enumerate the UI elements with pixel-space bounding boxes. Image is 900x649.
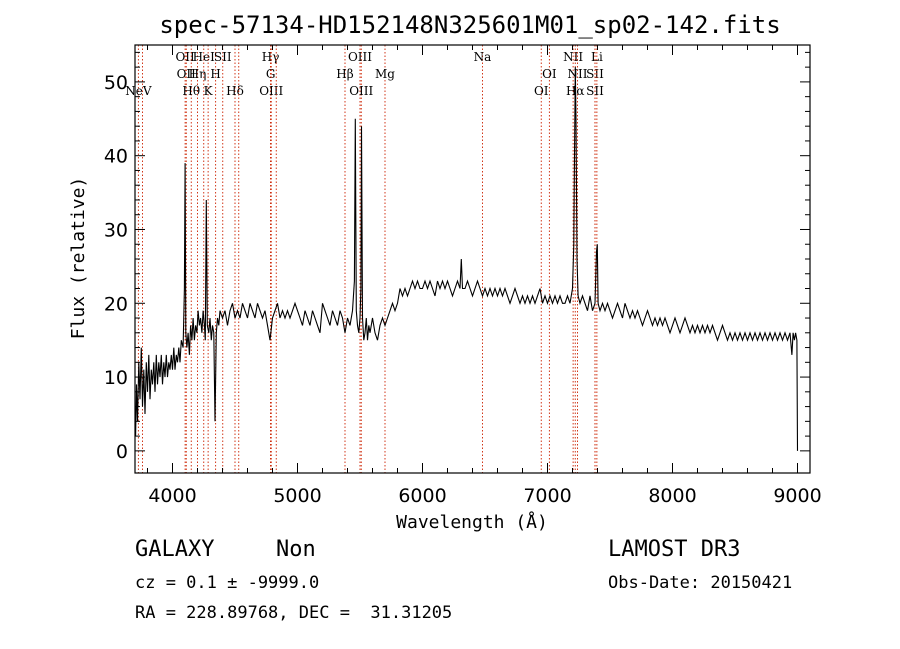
line-marker-label: NII — [563, 50, 583, 64]
x-tick-label: 5000 — [273, 485, 321, 507]
y-tick-label: 0 — [116, 441, 128, 463]
line-marker-label: Hβ — [336, 67, 353, 81]
axes: 4000 5000 6000 7000 8000 9000 0 10 20 30 40 50 — [104, 45, 822, 507]
y-tick-label: 50 — [104, 72, 128, 94]
survey-label: LAMOST DR3 — [608, 537, 741, 562]
line-marker-label: OIII — [348, 50, 372, 64]
x-tick-label: 8000 — [648, 485, 696, 507]
line-marker-label: K — [204, 84, 214, 98]
line-marker-label: SII — [214, 50, 232, 64]
subclass-label: Non — [276, 537, 316, 562]
line-marker-label: Hη — [189, 67, 207, 81]
line-marker-label: OI — [542, 67, 557, 81]
y-tick-label: 30 — [104, 219, 128, 241]
redshift-text: cz = 0.1 ± -9999.0 — [135, 573, 320, 593]
y-tick-label: 20 — [104, 293, 128, 315]
obs-date-text: Obs-Date: 20150421 — [608, 573, 793, 593]
line-marker-label: HeI — [193, 50, 216, 64]
spectrum-line — [135, 67, 799, 451]
x-tick-label: 4000 — [148, 485, 196, 507]
line-marker-label: H — [210, 67, 220, 81]
x-tick-label: 7000 — [523, 485, 571, 507]
line-marker-label: OIII — [349, 84, 373, 98]
chart-title: spec-57134-HD152148N325601M01_sp02-142.f… — [159, 11, 780, 39]
plot-frame — [134, 44, 811, 474]
spectral-line-markers: NeVOIIOIIHθHηHeIKHSIIHδHγGOIIIHβOIIIOIII… — [125, 45, 604, 473]
x-axis-label: Wavelength (Å) — [396, 511, 548, 533]
x-tick-label: 6000 — [398, 485, 446, 507]
y-tick-label: 40 — [104, 146, 128, 168]
classification-label: GALAXY — [135, 537, 215, 562]
x-tick-label: 9000 — [773, 485, 821, 507]
line-marker-label: OIII — [259, 84, 283, 98]
coordinates-text: RA = 228.89768, DEC = 31.31205 — [135, 603, 453, 623]
line-marker-label: Mg — [375, 67, 395, 81]
line-marker-label: Na — [474, 50, 492, 64]
y-tick-label: 10 — [104, 367, 128, 389]
line-marker-label: NII — [568, 67, 588, 81]
line-marker-label: NeV — [125, 84, 152, 98]
line-marker-label: Hθ — [182, 84, 200, 98]
line-marker-label: SII — [586, 84, 604, 98]
line-marker-label: OII — [175, 50, 195, 64]
line-marker-label: G — [266, 67, 276, 81]
line-marker-label: OI — [534, 84, 549, 98]
line-marker-label: Hδ — [226, 84, 244, 98]
line-marker-label: Li — [591, 50, 603, 64]
y-axis-label: Flux (relative) — [68, 177, 89, 340]
